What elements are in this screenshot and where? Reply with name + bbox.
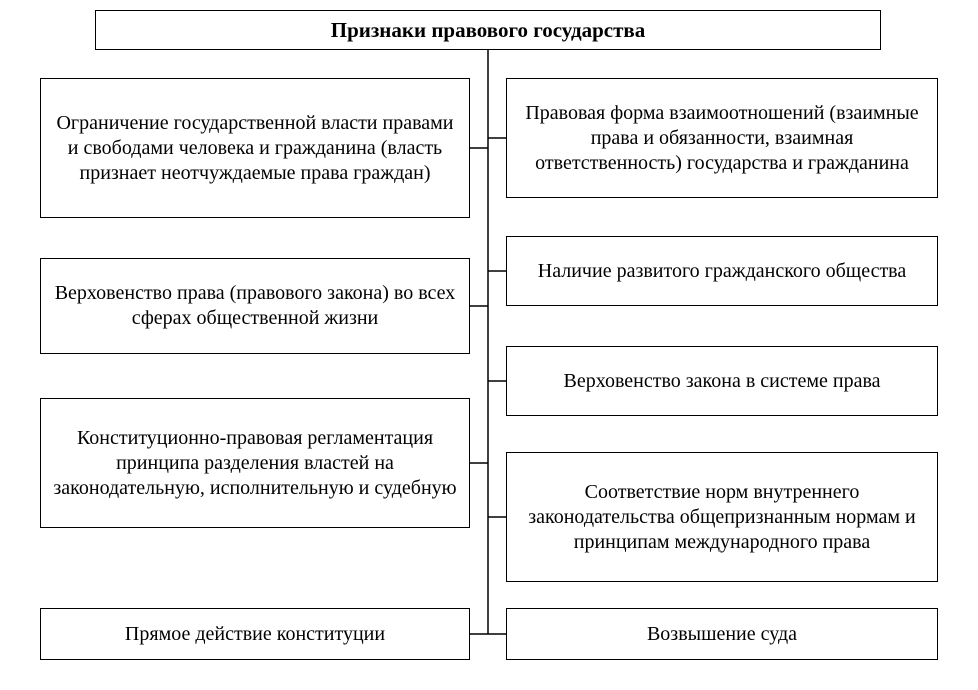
feature-box-l1: Ограничение государственной власти права… bbox=[40, 78, 470, 218]
feature-box-r4: Соответствие норм внутреннего законодате… bbox=[506, 452, 938, 582]
feature-box-r2: Наличие развитого гражданского общества bbox=[506, 236, 938, 306]
feature-box-l4: Прямое действие конституции bbox=[40, 608, 470, 660]
feature-box-l2: Верховенство права (правового закона) во… bbox=[40, 258, 470, 354]
feature-box-r5: Возвышение суда bbox=[506, 608, 938, 660]
diagram-title: Признаки правового государства bbox=[95, 10, 881, 50]
feature-box-r3: Верховенство закона в системе права bbox=[506, 346, 938, 416]
feature-box-r1: Правовая форма взаимоотноше­ний (взаимны… bbox=[506, 78, 938, 198]
feature-box-l3: Конституционно-правовая регла­ментация п… bbox=[40, 398, 470, 528]
